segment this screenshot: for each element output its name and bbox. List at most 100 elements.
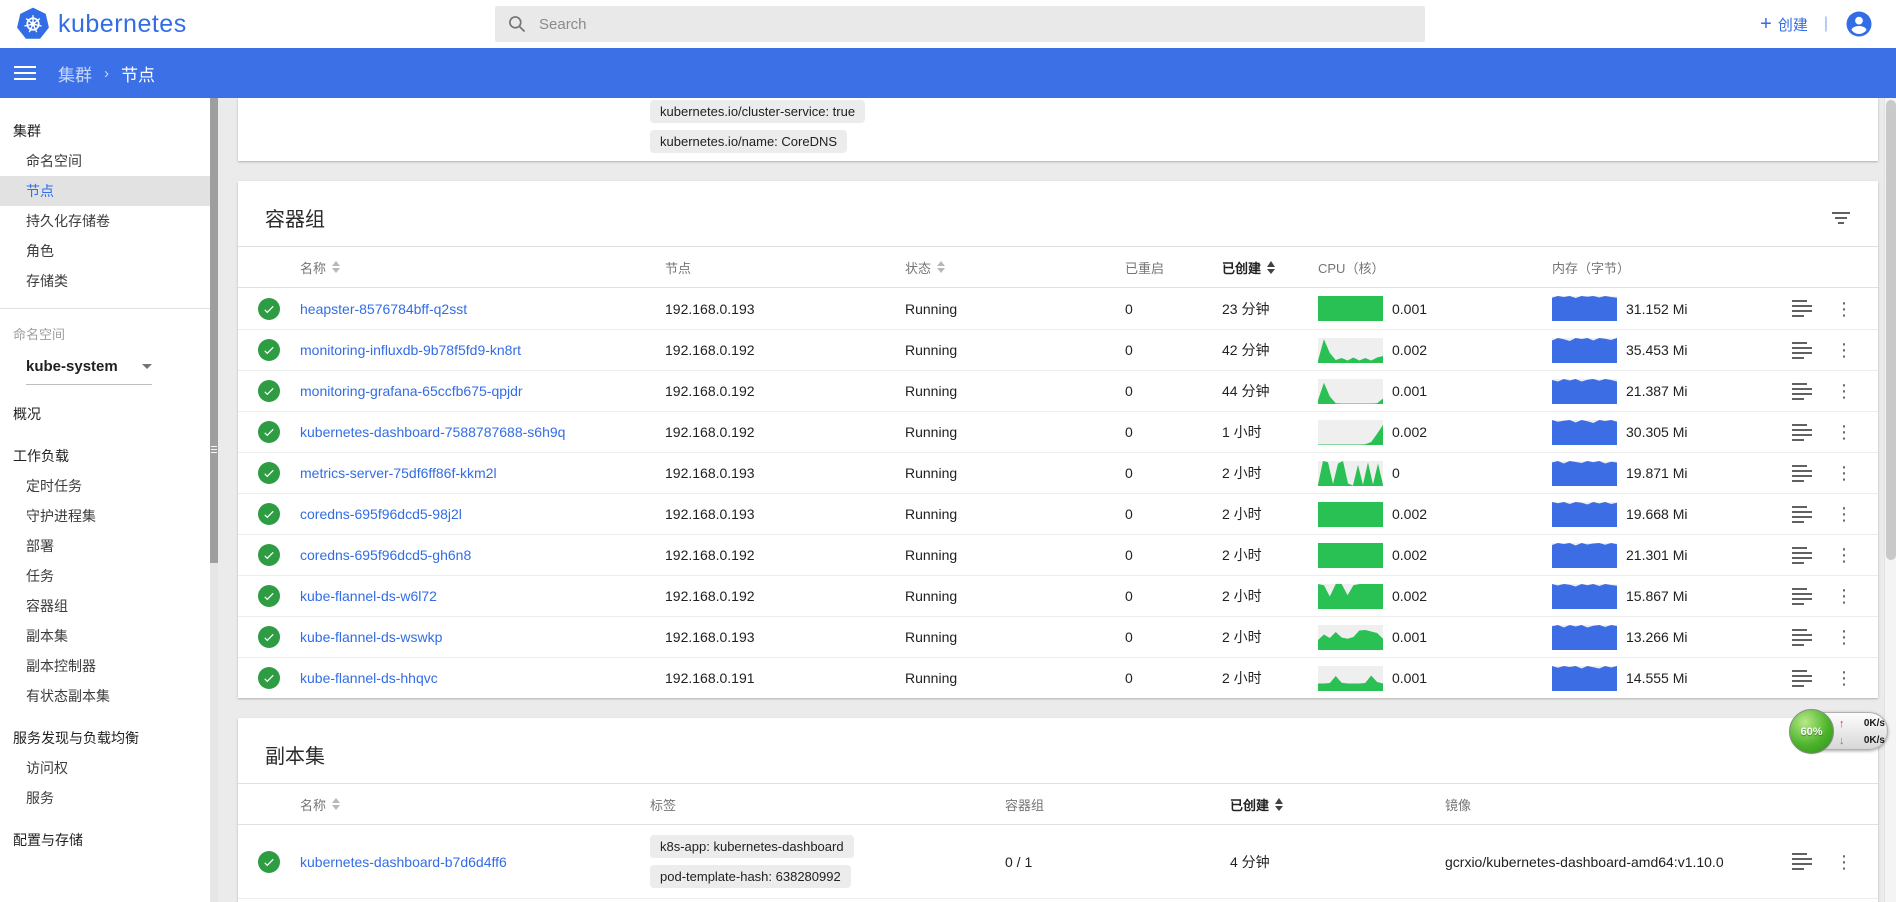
sidebar-item[interactable]: 角色: [26, 243, 54, 259]
column-header[interactable]: 名称: [300, 258, 665, 277]
pod-name-link[interactable]: monitoring-influxdb-9b78f5fd9-kn8rt: [300, 342, 522, 358]
logs-icon[interactable]: [1792, 546, 1812, 564]
network-monitor-widget[interactable]: 60% ↑ 0K/s ↓ 0K/s: [1789, 709, 1888, 754]
pod-name-link[interactable]: metrics-server-75df6ff86f-kkm2l: [300, 465, 497, 481]
sidebar-item[interactable]: 定时任务: [26, 478, 82, 494]
sidebar-item[interactable]: 概况: [13, 406, 41, 422]
cpu-sparkline: [1318, 665, 1383, 691]
logs-icon[interactable]: [1792, 300, 1812, 317]
sidebar-item[interactable]: 集群: [13, 123, 41, 139]
cpu-value: 0.002: [1392, 342, 1428, 358]
memory-sparkline: [1552, 542, 1617, 568]
memory-value: 35.453 Mi: [1626, 342, 1688, 358]
pod-age: 23 分钟: [1222, 300, 1270, 317]
kebab-menu-icon[interactable]: ⋮: [1835, 298, 1853, 319]
replicaset-pods: 0 / 1: [1005, 853, 1033, 870]
memory-value: 21.301 Mi: [1626, 547, 1688, 563]
column-header[interactable]: 已创建: [1222, 258, 1318, 277]
sort-icon[interactable]: [332, 798, 341, 810]
page-scrollbar-thumb[interactable]: [1886, 100, 1896, 560]
logs-icon[interactable]: [1792, 853, 1812, 870]
search-input[interactable]: [539, 15, 1413, 33]
pod-name-link[interactable]: kube-flannel-ds-hhqvc: [300, 670, 438, 686]
sidebar-item[interactable]: 存储类: [26, 273, 68, 289]
status-ok-icon: [258, 339, 280, 361]
sidebar-item[interactable]: 节点: [0, 176, 210, 206]
column-header[interactable]: 名称: [300, 795, 650, 814]
label-chip: kubernetes.io/cluster-service: true: [650, 100, 866, 123]
memory-value: 15.867 Mi: [1626, 588, 1688, 604]
brand[interactable]: kubernetes: [0, 7, 495, 41]
logs-icon[interactable]: [1792, 382, 1812, 400]
cpu-value: 0.001: [1392, 629, 1428, 645]
filter-icon[interactable]: [1828, 208, 1854, 228]
create-button[interactable]: + 创建: [1760, 14, 1808, 35]
kebab-menu-icon[interactable]: ⋮: [1835, 545, 1853, 565]
kebab-menu-icon[interactable]: ⋮: [1835, 586, 1853, 606]
logs-icon[interactable]: [1792, 669, 1812, 687]
chevron-down-icon: [142, 364, 152, 369]
sidebar-item[interactable]: 容器组: [26, 598, 68, 614]
sidebar-item[interactable]: 服务: [26, 790, 54, 806]
kebab-menu-icon[interactable]: ⋮: [1835, 340, 1853, 360]
pod-name-link[interactable]: kube-flannel-ds-wswkp: [300, 629, 443, 645]
kebab-menu-icon[interactable]: ⋮: [1835, 627, 1853, 647]
namespace-select[interactable]: kube-system: [26, 349, 152, 385]
sidebar-item[interactable]: 守护进程集: [26, 508, 96, 524]
pod-table-row: coredns-695f96dcd5-gh6n8 192.168.0.192 R…: [238, 534, 1878, 575]
pod-name-link[interactable]: heapster-8576784bff-q2sst: [300, 300, 468, 317]
sidebar-item[interactable]: 副本控制器: [26, 658, 96, 674]
pod-restarts: 0: [1125, 547, 1133, 563]
memory-value: 13.266 Mi: [1626, 629, 1688, 645]
pod-name-link[interactable]: monitoring-grafana-65ccfb675-qpjdr: [300, 383, 523, 399]
logs-icon[interactable]: [1792, 587, 1812, 605]
sidebar-item[interactable]: 工作负载: [13, 448, 69, 464]
logs-icon[interactable]: [1792, 423, 1812, 441]
pod-status: Running: [905, 383, 958, 399]
logs-icon[interactable]: [1792, 341, 1812, 359]
pod-name-link[interactable]: coredns-695f96dcd5-98j2l: [300, 506, 462, 522]
column-header: 镜像: [1445, 797, 1472, 813]
kebab-menu-icon[interactable]: ⋮: [1835, 851, 1853, 872]
pod-name-link[interactable]: coredns-695f96dcd5-gh6n8: [300, 547, 472, 563]
logs-icon[interactable]: [1792, 505, 1812, 523]
pod-name-link[interactable]: kube-flannel-ds-w6l72: [300, 588, 437, 604]
logs-icon[interactable]: [1792, 628, 1812, 646]
column-header[interactable]: 状态: [905, 258, 1125, 277]
sidebar-item[interactable]: 服务发现与负载均衡: [13, 730, 139, 746]
replicaset-name-link[interactable]: kubernetes-dashboard-b7d6d4ff6: [300, 853, 507, 870]
column-header[interactable]: 已创建: [1230, 795, 1445, 814]
sidebar-item[interactable]: 命名空间: [26, 153, 82, 169]
sidebar-item[interactable]: 访问权: [26, 760, 68, 776]
sort-icon[interactable]: [332, 261, 341, 273]
sidebar-item[interactable]: 持久化存储卷: [26, 213, 110, 229]
kebab-menu-icon[interactable]: ⋮: [1835, 463, 1853, 483]
sidebar-item[interactable]: 部署: [26, 538, 54, 554]
sidebar-item[interactable]: 有状态副本集: [26, 688, 110, 704]
kebab-menu-icon[interactable]: ⋮: [1835, 422, 1853, 442]
pod-age: 44 分钟: [1222, 383, 1270, 399]
logs-icon[interactable]: [1792, 464, 1812, 482]
sort-icon[interactable]: [1275, 797, 1284, 811]
menu-icon[interactable]: [14, 66, 36, 80]
pod-name-link[interactable]: kubernetes-dashboard-7588787688-s6h9q: [300, 424, 566, 440]
sort-icon[interactable]: [937, 261, 946, 273]
sort-icon[interactable]: [1267, 260, 1276, 274]
user-avatar-icon[interactable]: [1844, 9, 1874, 39]
kebab-menu-icon[interactable]: ⋮: [1835, 504, 1853, 524]
kebab-menu-icon[interactable]: ⋮: [1835, 381, 1853, 401]
sidebar-item[interactable]: 副本集: [26, 628, 68, 644]
page-scrollbar[interactable]: [1884, 98, 1896, 902]
sidebar-scrollbar-thumb[interactable]: [210, 98, 218, 563]
sidebar-scrollbar[interactable]: [210, 98, 218, 902]
cpu-sparkline: [1318, 419, 1383, 445]
search-bar[interactable]: [495, 6, 1425, 42]
breadcrumb-bar: 集群 › 节点: [0, 48, 1896, 98]
breadcrumb-parent[interactable]: 集群: [58, 65, 92, 85]
sidebar-item[interactable]: 配置与存储: [13, 832, 83, 848]
kebab-menu-icon[interactable]: ⋮: [1835, 668, 1853, 688]
sidebar-item[interactable]: 任务: [26, 568, 54, 584]
status-ok-icon: [258, 667, 280, 689]
pod-age: 2 小时: [1222, 506, 1262, 522]
pod-table-row: monitoring-influxdb-9b78f5fd9-kn8rt 192.…: [238, 329, 1878, 370]
